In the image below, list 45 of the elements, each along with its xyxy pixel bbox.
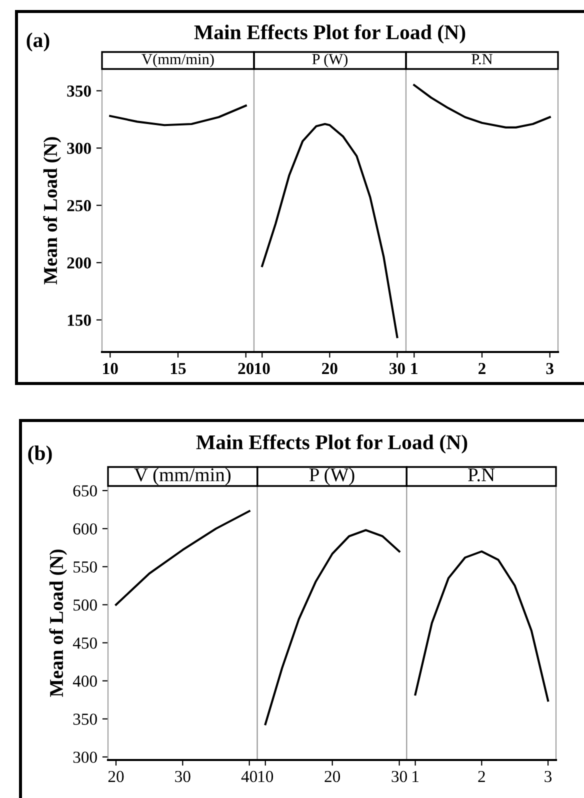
y-tick-label: 300 — [73, 752, 97, 763]
line-series — [114, 510, 250, 606]
x-tick-label: 30 — [175, 770, 190, 782]
x-tick-label: 3 — [546, 362, 554, 374]
x-tick-label: 20 — [238, 362, 254, 374]
x-tick-label: 20 — [322, 362, 338, 374]
x-tick-label: 10 — [103, 362, 118, 374]
y-tick-label: 600 — [73, 523, 97, 535]
x-tick-label: 2 — [478, 362, 486, 374]
chart-subtitle: V (mm/min) — [134, 468, 231, 486]
x-tick-label: 15 — [171, 362, 186, 374]
x-tick-label: 30 — [390, 362, 405, 374]
y-axis-title: Mean of Load (N) — [43, 137, 62, 284]
y-tick-label: 550 — [74, 561, 97, 573]
y-tick-label: 400 — [72, 676, 97, 687]
y-tick-label: 250 — [67, 200, 91, 212]
line-series — [109, 104, 247, 126]
y-axis-title: Mean of Load (N) — [49, 550, 68, 697]
y-tick-label: 650 — [73, 485, 97, 497]
y-tick-label: 350 — [67, 85, 91, 97]
chart-subtitle: P.N — [472, 54, 492, 64]
x-tick-label: 10 — [258, 770, 274, 782]
x-tick-label: 1 — [411, 362, 418, 374]
text: (b) — [28, 446, 52, 464]
y-tick-label: 200 — [67, 257, 91, 269]
chart-subtitle: P (W) — [312, 54, 348, 68]
x-tick-label: 2 — [478, 770, 485, 782]
text: Main Effects Plot for Load (N) — [196, 434, 468, 454]
x-tick-label: 20 — [108, 770, 124, 782]
text: Main Effects Plot for Load (N) — [194, 24, 466, 44]
y-tick-label: 350 — [73, 714, 97, 725]
chart-subtitle: V(mm/min) — [142, 54, 214, 68]
text: (a) — [26, 32, 50, 52]
x-tick-label: 40 — [241, 770, 258, 782]
x-tick-label: 1 — [412, 770, 418, 782]
y-tick-label: 300 — [67, 142, 91, 154]
x-tick-label: 20 — [324, 770, 340, 782]
chart-subtitle: P (W) — [309, 468, 354, 486]
x-tick-label: 3 — [544, 770, 552, 782]
y-tick-label: 450 — [72, 637, 97, 649]
y-tick-label: 500 — [74, 599, 97, 611]
chart-subtitle: P.N — [468, 468, 495, 482]
x-tick-label: 10 — [255, 362, 270, 374]
x-tick-label: 30 — [392, 770, 407, 782]
y-tick-label: 150 — [68, 314, 91, 326]
